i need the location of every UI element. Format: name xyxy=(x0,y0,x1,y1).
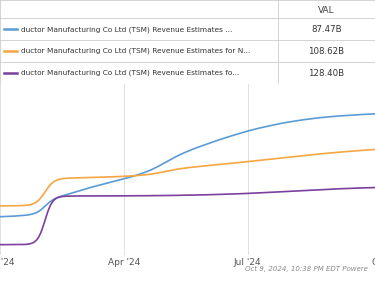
Text: 128.40B: 128.40B xyxy=(308,69,344,78)
Text: ductor Manufacturing Co Ltd (TSM) Revenue Estimates ...: ductor Manufacturing Co Ltd (TSM) Revenu… xyxy=(21,26,232,33)
Text: VAL: VAL xyxy=(318,6,334,15)
Text: Oct 9, 2024, 10:38 PM EDT Powere: Oct 9, 2024, 10:38 PM EDT Powere xyxy=(244,266,368,272)
Text: ductor Manufacturing Co Ltd (TSM) Revenue Estimates fo...: ductor Manufacturing Co Ltd (TSM) Revenu… xyxy=(21,70,239,76)
Text: ductor Manufacturing Co Ltd (TSM) Revenue Estimates for N...: ductor Manufacturing Co Ltd (TSM) Revenu… xyxy=(21,48,250,55)
Text: 108.62B: 108.62B xyxy=(308,47,344,56)
Text: 87.47B: 87.47B xyxy=(311,25,342,34)
